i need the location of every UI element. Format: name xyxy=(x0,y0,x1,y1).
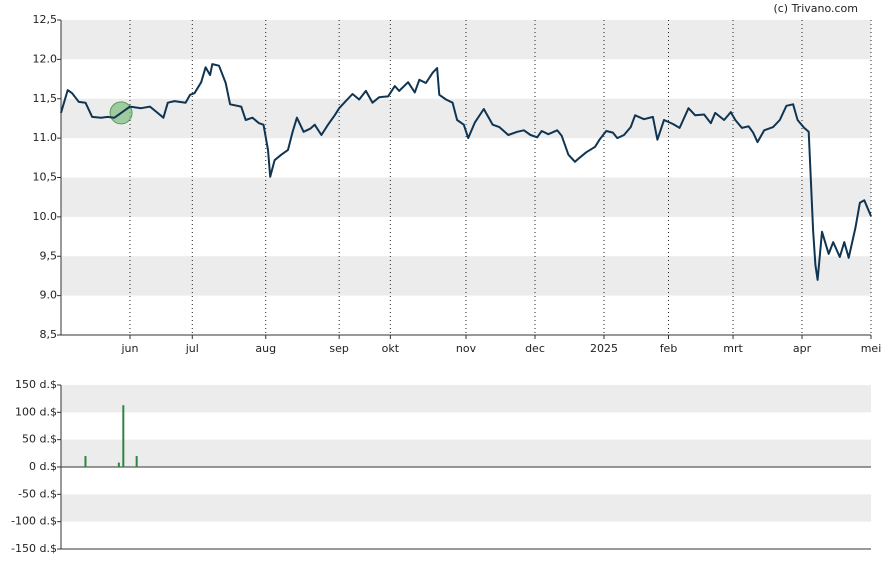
y-tick-label: 11.0 xyxy=(33,131,58,144)
band xyxy=(61,439,871,467)
y-tick-label: -100 d.$ xyxy=(11,515,57,528)
y-tick-label: 150 d.$ xyxy=(15,378,57,391)
y-tick-label: 0 d.$ xyxy=(29,460,57,473)
y-tick-label: 8,5 xyxy=(40,328,58,341)
x-tick-label: feb xyxy=(660,342,678,355)
bar xyxy=(117,462,120,467)
y-tick-label: 9.0 xyxy=(40,289,58,302)
x-tick-label: jul xyxy=(185,342,199,355)
y-tick-label: -50 d.$ xyxy=(18,487,57,500)
x-tick-label: sep xyxy=(329,342,348,355)
x-tick-label: dec xyxy=(525,342,545,355)
price-line xyxy=(60,63,872,281)
x-tick-label: mei xyxy=(861,342,882,355)
x-tick-label: aug xyxy=(255,342,276,355)
band xyxy=(61,385,871,413)
x-tick-label: okt xyxy=(382,342,400,355)
y-tick-label: 9,5 xyxy=(40,249,58,262)
x-tick-label: 2025 xyxy=(590,342,618,355)
band xyxy=(61,20,871,60)
y-tick-label: 100 d.$ xyxy=(15,405,57,418)
band xyxy=(61,177,871,217)
band xyxy=(61,494,871,522)
band xyxy=(61,256,871,296)
y-tick-label: 12,5 xyxy=(33,13,58,26)
y-tick-label: 12.0 xyxy=(33,52,58,65)
x-tick-label: jun xyxy=(120,342,138,355)
bar xyxy=(122,405,125,467)
bar xyxy=(84,456,87,467)
x-tick-label: mrt xyxy=(723,342,743,355)
y-tick-label: 10,5 xyxy=(33,171,58,184)
bar xyxy=(135,456,138,467)
y-tick-label: 10.0 xyxy=(33,210,58,223)
source-credit: (c) Trivano.com xyxy=(773,2,858,15)
x-tick-label: apr xyxy=(793,342,812,355)
y-tick-label: 11,5 xyxy=(33,92,58,105)
x-tick-label: nov xyxy=(456,342,477,355)
y-tick-label: 50 d.$ xyxy=(22,433,57,446)
y-tick-label: -150 d.$ xyxy=(11,542,57,555)
